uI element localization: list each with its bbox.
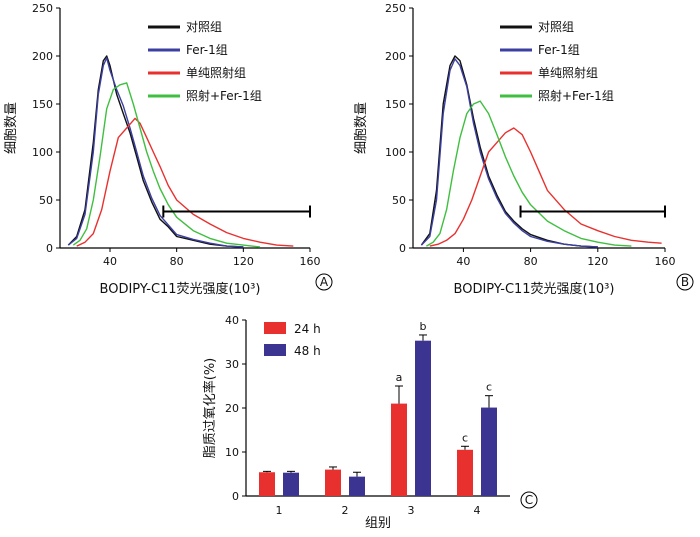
panel-c-y-label: 脂质过氧化率(%) [202,358,218,459]
histogram-panel-b: 0 50 100 150 200 250 40 80 120 160 对照组 Fer-1组单纯照射… [354,2,694,297]
panel-b-x-tick-label-0: 40 [456,255,470,268]
panel-a-x-tick-label-1: 80 [170,255,184,268]
significance-label-1-3: c [486,381,492,394]
significance-label-0-2: a [396,371,403,384]
panel-a-y-label: 细胞数量 [4,102,19,154]
panel-a-y-tick-label-4: 200 [32,50,53,63]
panel-c-legend-label-1: 48 h [294,344,321,358]
panel-b-y-tick-label-3: 150 [385,98,406,111]
panel-a-y-tick-label-0: 0 [46,242,53,255]
panel-a-letter-circle [315,273,333,291]
panel-a-y-tick-label-3: 150 [32,98,53,111]
panel-b-x-tick-label-1: 80 [524,255,538,268]
significance-label-1-2: b [420,320,427,333]
panel-a-letter: A [320,275,329,289]
panel-c-x-label: 组别 [365,516,391,531]
panel-a-x-tick-label-0: 40 [103,255,117,268]
bar-48h-group-1 [283,472,299,496]
panel-a-series-line-0 [67,55,244,248]
panel-a-x-tick-label-3: 160 [300,255,321,268]
panel-b-x-tick-label-3: 160 [655,255,676,268]
panel-b-letter: B [681,275,689,289]
panel-b-series-line-1 [420,58,598,248]
panel-c-legend: 24 h 48 h [264,322,321,358]
panel-a-legend-label-2: 单纯照射组 [186,65,246,80]
bar-48h-group-2 [349,476,365,496]
panel-c-y-tick-label-2: 20 [225,402,239,415]
panel-b-y-tick-label-1: 50 [392,194,406,207]
panel-c-y-tick-label-1: 10 [225,446,239,459]
bar-24h-group-2 [325,469,341,496]
bar-24h-group-4 [457,449,473,496]
panel-b-legend-label-2: 单纯照射组 [538,65,598,80]
panel-a-y-tick-label-2: 100 [32,146,53,159]
panel-c-legend-swatch-0 [264,322,286,334]
panel-c-y-tick-label-0: 0 [232,490,239,503]
histogram-panel-a: 0 50 100 150 200 250 40 80 120 160 对照组 Fer-1组单纯照射… [4,2,333,297]
panel-b-letter-circle [676,273,694,291]
bar-24h-group-1 [259,472,275,496]
panel-c-x-tick-label-2: 3 [408,504,415,517]
panel-b-legend-label-0: 对照组 [538,20,574,34]
panel-b-series-line-0 [420,55,598,248]
panel-b-y-tick-label-4: 200 [385,50,406,63]
panel-b-series-line-3 [426,100,632,247]
bar-48h-group-3 [415,340,431,496]
panel-a-y-tick-label-1: 50 [39,194,53,207]
panel-c-y-tick-label-3: 30 [225,358,239,371]
panel-c-x-tick-label-0: 1 [276,504,283,517]
panel-b-y-tick-label-2: 100 [385,146,406,159]
panel-b-series-line-2 [429,127,662,247]
panel-c-x-tick-label-3: 4 [474,504,481,517]
panel-a-series-line-2 [76,117,294,247]
bar-24h-group-3 [391,403,407,496]
bar-panel-c: 0 10 20 30 40 1 2 3 4 a b c c 24 h 48 h 脂质过氧化率(%) 组… [202,314,538,531]
panel-b-x-label: BODIPY-C11荧光强度(10³) [454,281,615,297]
panel-a-x-tick-label-2: 120 [233,255,254,268]
panel-c-legend-swatch-1 [264,344,286,356]
panel-b-y-tick-label-0: 0 [399,242,406,255]
panel-c-y-tick-label-4: 40 [225,314,239,327]
panel-c-letter-circle [520,491,538,509]
panel-b-y-tick-label-5: 250 [385,2,406,15]
panel-b-legend-label-3: 照射+Fer-1组 [538,88,614,103]
panel-b-y-label: 细胞数量 [354,102,369,154]
panel-a-legend-label-0: 对照组 [186,20,222,34]
panel-a-legend-label-3: 照射+Fer-1组 [186,88,262,103]
panel-a-x-label: BODIPY-C11荧光强度(10³) [100,281,261,297]
panel-a-y-tick-label-5: 250 [32,2,53,15]
panel-b-x-tick-label-2: 120 [587,255,608,268]
panel-c-legend-label-0: 24 h [294,322,321,336]
panel-a-series-line-3 [72,82,261,248]
panel-a-legend-label-1: Fer-1组 [186,43,228,57]
panel-c-letter: C [525,493,533,507]
panel-c-x-tick-label-1: 2 [342,504,349,517]
significance-label-0-3: c [462,431,468,444]
bar-48h-group-4 [481,407,497,496]
panel-b-legend-label-1: Fer-1组 [538,43,580,57]
panel-a-series-line-1 [67,57,244,248]
